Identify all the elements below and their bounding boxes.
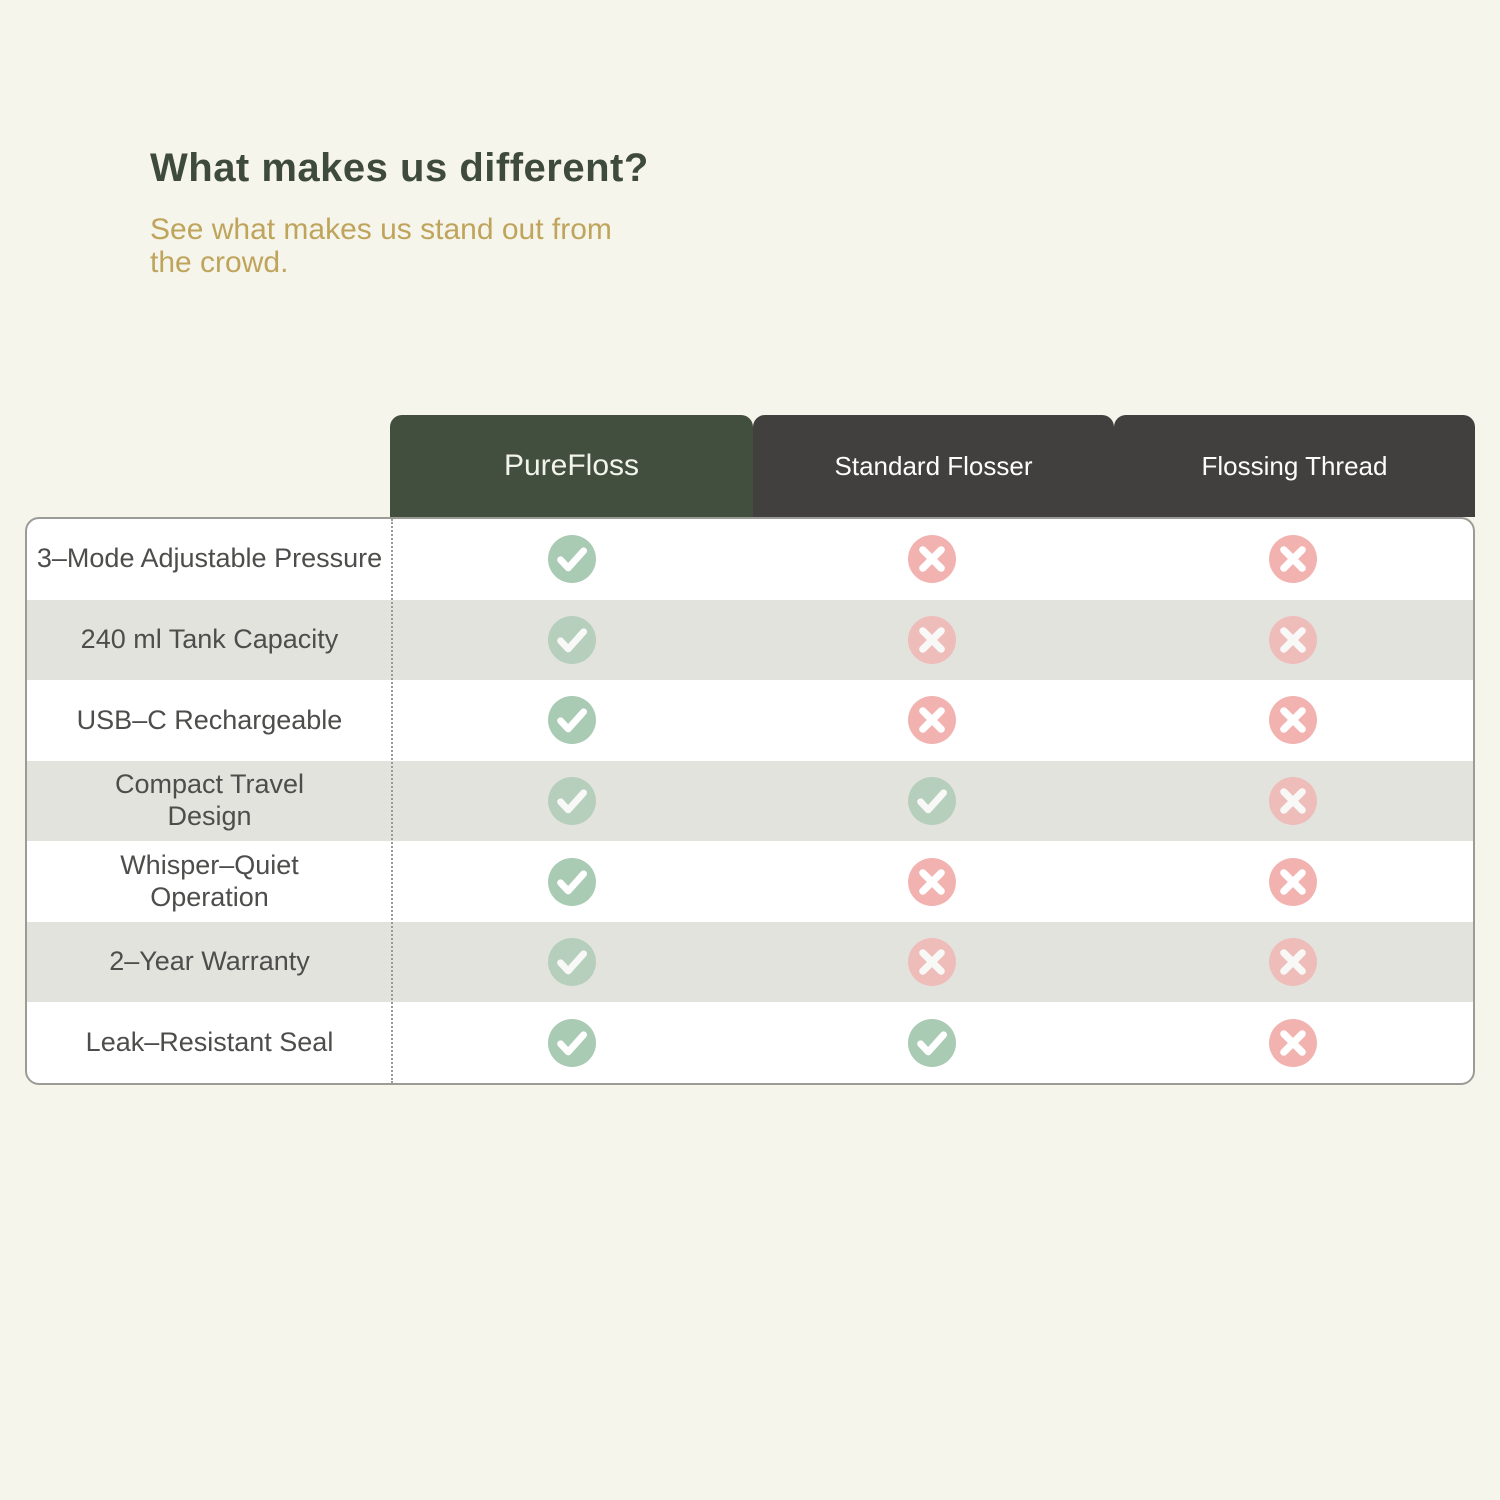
mark-cell xyxy=(1113,519,1473,600)
cross-icon xyxy=(908,696,957,745)
mark-cell xyxy=(392,1002,752,1083)
check-icon xyxy=(908,1018,957,1067)
table-body: 3–Mode Adjustable Pressure 240 ml Tank Ca… xyxy=(25,517,1475,1085)
column-header-purefloss: PureFloss xyxy=(390,415,753,517)
comparison-table: PureFloss Standard Flosser Flossing Thre… xyxy=(25,415,1475,1085)
table-row: USB–C Rechargeable xyxy=(27,680,1473,761)
feature-label: Leak–Resistant Seal xyxy=(85,1026,334,1057)
mark-cell xyxy=(392,841,752,922)
check-icon xyxy=(548,615,597,664)
mark-cell xyxy=(392,922,752,1003)
cross-icon xyxy=(908,857,957,906)
mark-cell xyxy=(1113,680,1473,761)
mark-cell xyxy=(752,922,1112,1003)
check-icon xyxy=(908,777,957,826)
cross-icon xyxy=(1268,615,1317,664)
check-icon xyxy=(548,938,597,987)
cross-icon xyxy=(1268,777,1317,826)
mark-cell xyxy=(752,680,1112,761)
check-icon xyxy=(548,857,597,906)
column-header-standard-flosser: Standard Flosser xyxy=(753,415,1114,517)
mark-cell xyxy=(1113,922,1473,1003)
cross-icon xyxy=(1268,1018,1317,1067)
page-title: What makes us different? xyxy=(150,146,649,190)
cross-icon xyxy=(1268,535,1317,584)
table-row: Compact Travel Design xyxy=(27,760,1473,842)
table-row: 2–Year Warranty xyxy=(27,921,1473,1003)
mark-cell xyxy=(1113,761,1473,842)
mark-cell xyxy=(752,519,1112,600)
mark-cell xyxy=(1113,1002,1473,1083)
mark-cell xyxy=(392,600,752,681)
cross-icon xyxy=(908,615,957,664)
column-headers: PureFloss Standard Flosser Flossing Thre… xyxy=(390,415,1475,517)
cross-icon xyxy=(908,938,957,987)
check-icon xyxy=(548,1018,597,1067)
feature-label: USB–C Rechargeable xyxy=(76,704,343,735)
feature-label: 240 ml Tank Capacity xyxy=(80,623,339,654)
check-icon xyxy=(548,535,597,584)
mark-cell xyxy=(1113,841,1473,922)
feature-label: 3–Mode Adjustable Pressure xyxy=(36,543,383,574)
mark-cell xyxy=(392,680,752,761)
check-icon xyxy=(548,696,597,745)
mark-cell xyxy=(1113,600,1473,681)
column-header-flossing-thread: Flossing Thread xyxy=(1114,415,1475,517)
cross-icon xyxy=(1268,857,1317,906)
mark-cell xyxy=(752,600,1112,681)
cross-icon xyxy=(1268,696,1317,745)
table-row: Leak–Resistant Seal xyxy=(27,1002,1473,1083)
page-subtitle: See what makes us stand out from the cro… xyxy=(150,213,612,279)
feature-label: 2–Year Warranty xyxy=(109,946,310,977)
mark-cell xyxy=(752,841,1112,922)
cross-icon xyxy=(1268,938,1317,987)
feature-label: Compact Travel Design xyxy=(114,769,305,832)
table-row: 240 ml Tank Capacity xyxy=(27,599,1473,681)
feature-label: Whisper–Quiet Operation xyxy=(120,849,299,912)
table-row: Whisper–Quiet Operation xyxy=(27,841,1473,922)
table-row: 3–Mode Adjustable Pressure xyxy=(27,519,1473,600)
cross-icon xyxy=(908,535,957,584)
intro-section: What makes us different? See what makes … xyxy=(150,146,649,279)
mark-cell xyxy=(752,761,1112,842)
mark-cell xyxy=(392,519,752,600)
check-icon xyxy=(548,777,597,826)
mark-cell xyxy=(392,761,752,842)
mark-cell xyxy=(752,1002,1112,1083)
